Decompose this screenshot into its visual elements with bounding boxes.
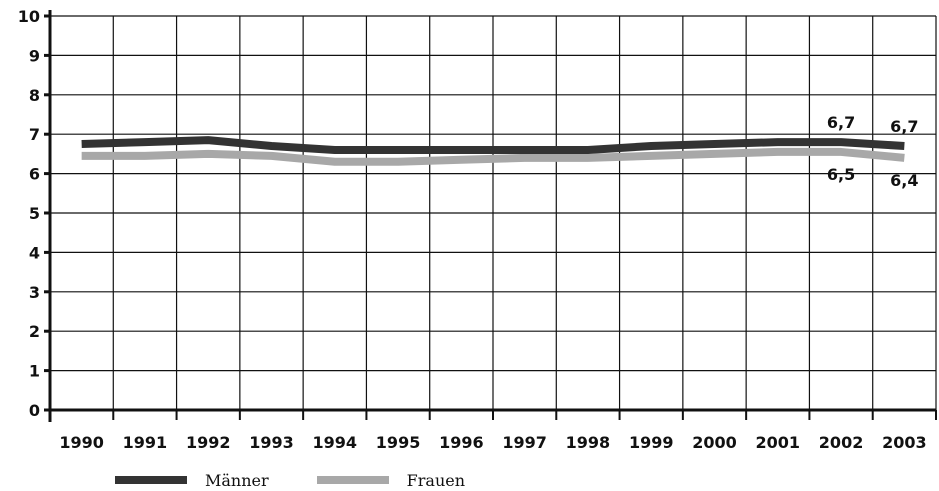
legend-item-frauen: Frauen [316, 470, 466, 490]
x-tick-label: 1990 [59, 433, 104, 452]
x-axis-ticks: 1990 1991 1992 1993 1994 1995 1996 1997 1998 1999… [59, 433, 926, 452]
data-label: 6,4 [890, 171, 918, 190]
x-tick-label: 1994 [313, 433, 358, 452]
legend-label-maenner: Männer [205, 470, 269, 490]
series-line-frauen [81, 147, 905, 166]
series-lines [81, 136, 905, 166]
axes [44, 10, 937, 422]
x-tick-label: 1998 [566, 433, 611, 452]
x-tick-label: 1997 [502, 433, 547, 452]
legend-item-maenner: Männer [115, 471, 269, 490]
x-tick-label: 2002 [819, 433, 864, 452]
legend-swatch-maenner [115, 476, 187, 484]
x-tick-label: 1991 [123, 433, 168, 452]
x-tick-label: 1996 [439, 433, 484, 452]
legend: Männer Frauen [115, 470, 513, 490]
data-labels: 6,7 6,7 6,5 6,4 [827, 113, 919, 190]
series-line-maenner [81, 136, 905, 154]
data-label: 6,7 [827, 113, 855, 132]
legend-label-frauen: Frauen [406, 470, 466, 490]
x-tick-label: 1995 [376, 433, 421, 452]
legend-swatch-frauen [316, 476, 389, 484]
x-tick-label: 1992 [186, 433, 231, 452]
y-tick-label: 1 [29, 362, 40, 381]
x-tick-label: 1993 [249, 433, 294, 452]
y-tick-label: 7 [29, 125, 40, 144]
y-tick-label: 3 [29, 283, 40, 302]
y-tick-label: 5 [29, 204, 40, 223]
y-tick-label: 2 [29, 322, 40, 341]
data-label: 6,7 [890, 117, 918, 136]
x-tick-label: 2000 [692, 433, 737, 452]
y-tick-label: 8 [29, 86, 40, 105]
y-tick-label: 9 [29, 46, 40, 65]
grid [50, 15, 937, 411]
y-axis-ticks: 0 1 2 3 4 5 6 7 8 9 10 [18, 7, 40, 420]
y-tick-label: 6 [29, 165, 40, 184]
y-tick-label: 0 [29, 401, 40, 420]
x-tick-label: 2003 [882, 433, 927, 452]
data-label: 6,5 [827, 165, 855, 184]
y-tick-label: 10 [18, 7, 40, 26]
x-tick-label: 2001 [756, 433, 801, 452]
y-tick-label: 4 [29, 243, 40, 262]
x-tick-label: 1999 [629, 433, 674, 452]
